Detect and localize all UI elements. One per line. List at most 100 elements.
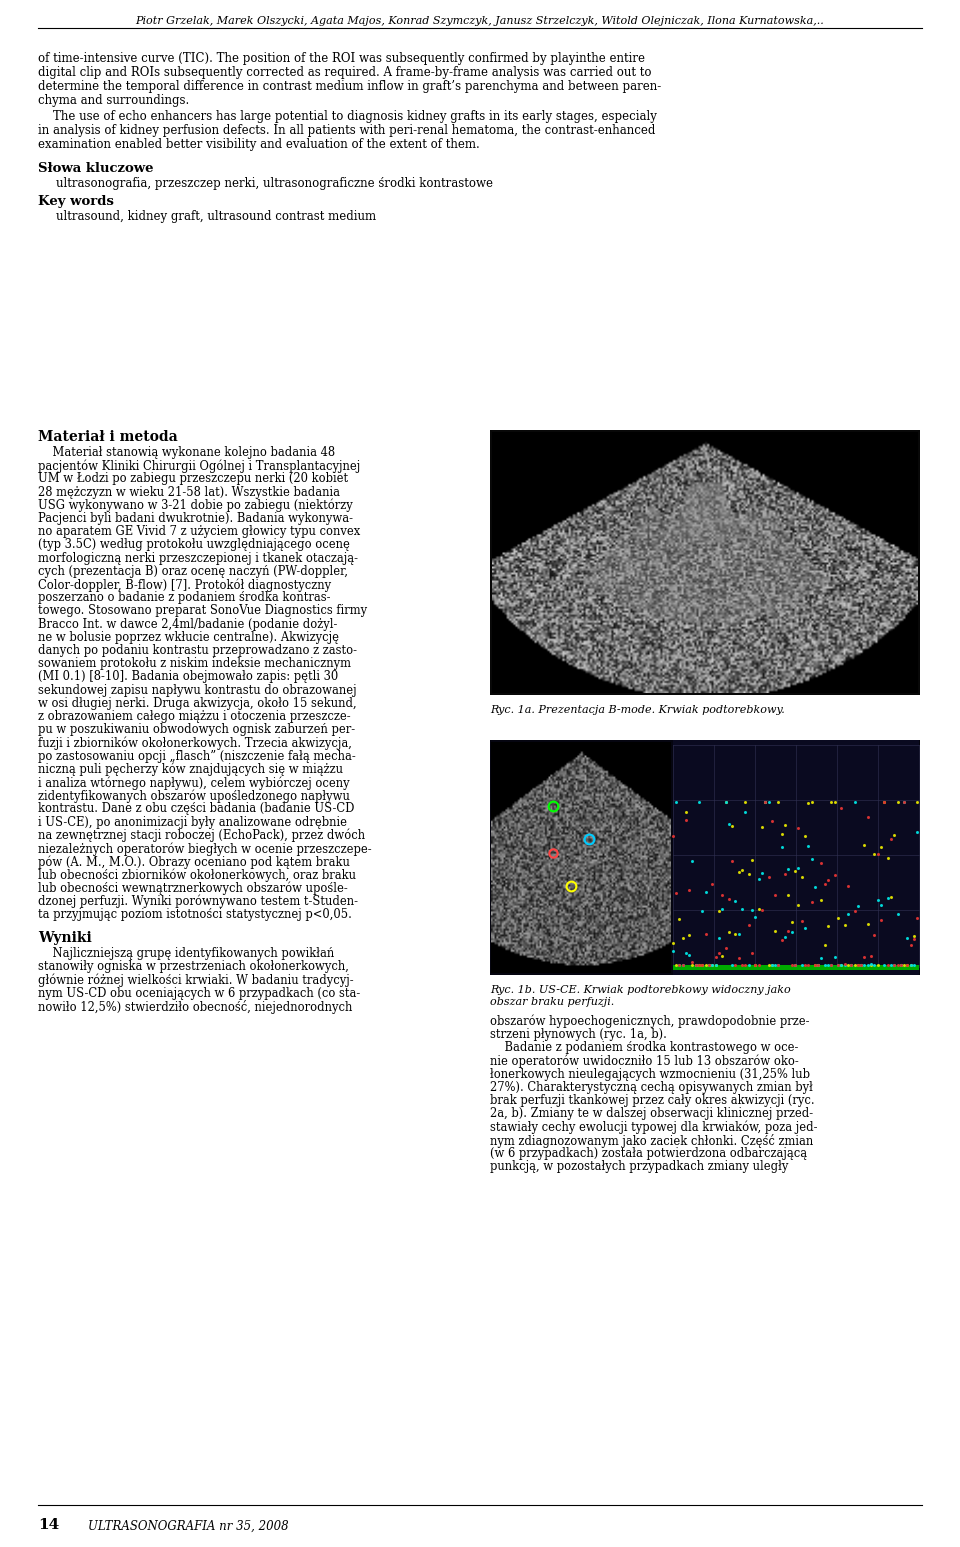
Text: no aparatem GE Vivid 7 z użyciem głowicy typu convex: no aparatem GE Vivid 7 z użyciem głowicy… xyxy=(38,524,360,538)
Point xyxy=(751,866,766,891)
Text: nym zdiagnozowanym jako zaciek chłonki. Część zmian: nym zdiagnozowanym jako zaciek chłonki. … xyxy=(490,1134,813,1148)
Point xyxy=(897,791,912,815)
Point xyxy=(764,953,780,978)
Text: sowaniem protokołu z niskim indeksie mechanicznym: sowaniem protokołu z niskim indeksie mec… xyxy=(38,657,351,670)
Point xyxy=(817,873,832,897)
Text: punkcją, w pozostałych przypadkach zmiany uległy: punkcją, w pozostałych przypadkach zmian… xyxy=(490,1160,788,1173)
Point xyxy=(833,953,849,978)
Point xyxy=(778,814,793,838)
Point xyxy=(817,933,832,958)
Text: nie operatorów uwidoczniło 15 lub 13 obszarów oko-: nie operatorów uwidoczniło 15 lub 13 obs… xyxy=(490,1055,799,1067)
Point xyxy=(665,825,681,849)
Point xyxy=(876,791,892,815)
Point xyxy=(810,953,826,978)
Point xyxy=(774,834,789,859)
Point xyxy=(698,880,713,905)
Point xyxy=(853,953,869,978)
Point xyxy=(755,860,770,885)
Point xyxy=(725,814,740,838)
Text: UM w Łodzi po zabiegu przeszczepu nerki (20 kobiet: UM w Łodzi po zabiegu przeszczepu nerki … xyxy=(38,472,348,486)
Point xyxy=(784,910,800,934)
Point xyxy=(886,953,901,978)
Point xyxy=(801,953,816,978)
Point xyxy=(821,914,836,939)
Point xyxy=(728,922,743,947)
Point xyxy=(761,953,777,978)
Text: chyma and surroundings.: chyma and surroundings. xyxy=(38,94,189,107)
Point xyxy=(718,936,733,961)
Point xyxy=(774,821,789,846)
Text: The use of echo enhancers has large potential to diagnosis kidney grafts in its : The use of echo enhancers has large pote… xyxy=(38,110,657,124)
Point xyxy=(705,953,720,978)
Point xyxy=(833,953,849,978)
Text: towego. Stosowano preparat SonoVue Diagnostics firmy: towego. Stosowano preparat SonoVue Diagn… xyxy=(38,605,367,617)
Point xyxy=(780,857,796,882)
Point xyxy=(814,945,829,970)
Point xyxy=(856,953,872,978)
Point xyxy=(732,922,747,947)
Point xyxy=(755,897,770,922)
Text: nowiło 12,5%) stwierdziło obecność, niejednorodnych: nowiło 12,5%) stwierdziło obecność, niej… xyxy=(38,999,352,1013)
Point xyxy=(741,953,756,978)
Point xyxy=(780,919,796,944)
Point xyxy=(714,883,730,908)
Point xyxy=(678,941,693,965)
Point xyxy=(821,868,836,893)
Point xyxy=(867,922,882,947)
Point xyxy=(890,953,905,978)
Point xyxy=(840,953,855,978)
Point xyxy=(870,953,885,978)
Point xyxy=(900,953,915,978)
Text: 2a, b). Zmiany te w dalszej obserwacji klinicznej przed-: 2a, b). Zmiany te w dalszej obserwacji k… xyxy=(490,1108,813,1120)
Point xyxy=(847,899,862,924)
Text: strzeni płynowych (ryc. 1a, b).: strzeni płynowych (ryc. 1a, b). xyxy=(490,1029,667,1041)
Point xyxy=(821,953,836,978)
Point xyxy=(807,953,823,978)
Point xyxy=(883,826,899,851)
Point xyxy=(883,885,899,910)
Text: stawiały cechy ewolucji typowej dla krwiaków, poza jed-: stawiały cechy ewolucji typowej dla krwi… xyxy=(490,1120,818,1134)
Point xyxy=(741,913,756,937)
Point xyxy=(737,800,753,825)
Point xyxy=(787,859,803,883)
Bar xyxy=(490,739,920,975)
Text: in analysis of kidney perfusion defects. In all patients with peri-renal hematom: in analysis of kidney perfusion defects.… xyxy=(38,124,656,138)
Point xyxy=(737,791,753,815)
Text: Materiał i metoda: Materiał i metoda xyxy=(38,430,178,444)
Point xyxy=(784,919,800,944)
Point xyxy=(675,953,690,978)
Point xyxy=(830,953,846,978)
Text: Bracco Int. w dawce 2,4ml/badanie (podanie dożyl-: Bracco Int. w dawce 2,4ml/badanie (podan… xyxy=(38,617,337,631)
Text: 28 mężczyzn w wieku 21-58 lat). Wszystkie badania: 28 mężczyzn w wieku 21-58 lat). Wszystki… xyxy=(38,486,340,498)
Point xyxy=(728,953,743,978)
Point xyxy=(827,944,842,968)
Point xyxy=(906,927,922,951)
Point xyxy=(688,953,704,978)
Point xyxy=(771,953,786,978)
Point xyxy=(791,893,806,917)
Text: of time-intensive curve (TIC). The position of the ROI was subsequently confirme: of time-intensive curve (TIC). The posit… xyxy=(38,53,645,65)
Point xyxy=(711,899,727,924)
Point xyxy=(668,791,684,815)
Text: i analiza wtórnego napływu), celem wybiórczej oceny: i analiza wtórnego napływu), celem wybió… xyxy=(38,777,349,789)
Text: i US-CE), po anonimizacji były analizowane odrębnie: i US-CE), po anonimizacji były analizowa… xyxy=(38,815,347,829)
Point xyxy=(778,862,793,886)
Text: brak perfuzji tkankowej przez cały okres akwizycji (ryc.: brak perfuzji tkankowej przez cały okres… xyxy=(490,1094,815,1108)
Point xyxy=(791,815,806,840)
Text: Wyniki: Wyniki xyxy=(38,931,92,945)
Text: Ryc. 1a. Prezentacja B-mode. Krwiak podtorebkowy.: Ryc. 1a. Prezentacja B-mode. Krwiak podt… xyxy=(490,705,784,715)
Point xyxy=(840,874,855,899)
Text: nym US-CD obu oceniających w 6 przypadkach (co sta-: nym US-CD obu oceniających w 6 przypadka… xyxy=(38,987,360,999)
Point xyxy=(876,953,892,978)
Point xyxy=(801,834,816,859)
Point xyxy=(874,893,889,917)
Point xyxy=(678,808,693,832)
Point xyxy=(863,953,878,978)
Point xyxy=(757,791,773,815)
Point xyxy=(757,791,773,815)
Point xyxy=(893,953,908,978)
Point xyxy=(672,953,687,978)
Point xyxy=(744,941,759,965)
Point xyxy=(880,886,896,911)
Point xyxy=(906,924,922,948)
